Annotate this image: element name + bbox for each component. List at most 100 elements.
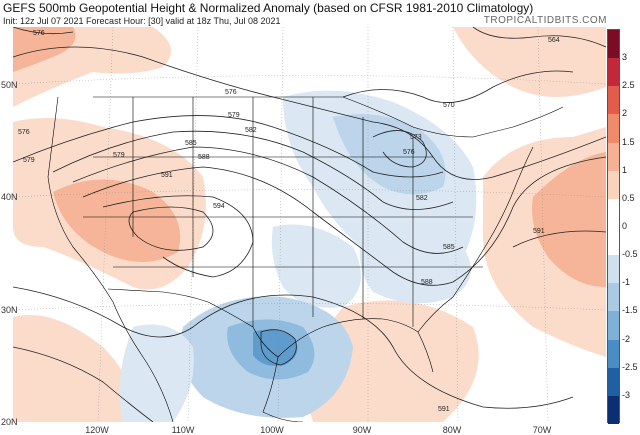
colorbar-tick-label: 1	[622, 164, 628, 175]
contour-label: 585	[443, 244, 455, 251]
anomaly-positive-baja	[13, 315, 130, 422]
contour-gulf-low	[260, 329, 297, 366]
grid-lat-40	[13, 189, 606, 198]
lon-label-110w: 110W	[171, 425, 195, 435]
contour-582	[52, 130, 454, 210]
lon-label-90w: 90W	[352, 425, 372, 435]
colorbar-tick-label: -3	[622, 389, 631, 400]
anomaly-negative-mexico	[119, 324, 194, 422]
contour-576-a	[13, 46, 606, 180]
contour-label-group: 576 576 576 576 579 579 579 582 582 585 …	[18, 30, 560, 413]
contour-label: 564	[548, 37, 560, 44]
contour-label: 594	[213, 203, 225, 210]
brand-watermark: TROPICALTIDBITS.COM	[483, 15, 607, 26]
height-contours	[13, 27, 606, 422]
colorbar-tick-label: -2.5	[622, 361, 638, 372]
colorbar-segment	[608, 283, 619, 312]
colorbar-segment	[608, 142, 619, 172]
map-title: GEFS 500mb Geopotential Height & Normali…	[3, 1, 534, 15]
lon-label-70w: 70W	[532, 425, 552, 435]
contour-588	[82, 156, 606, 286]
colorbar-tick-label: -2	[622, 333, 631, 344]
colorbar-segment	[608, 255, 619, 284]
lat-label-40n: 40N	[1, 192, 18, 202]
boundaries	[47, 96, 564, 422]
contour-label: 570	[443, 102, 455, 109]
grid-lat-30	[13, 303, 606, 311]
lat-label-50n: 50N	[1, 80, 18, 90]
colorbar-tick-label: -0.5	[622, 249, 638, 260]
us-canada-border	[93, 96, 564, 138]
anomaly-negative-gulf-deep	[253, 329, 298, 366]
colorbar-tick-label: 0	[622, 221, 628, 231]
contour-label: 591	[161, 172, 173, 179]
contour-label: 582	[416, 195, 428, 202]
contour-585	[72, 146, 464, 254]
colorbar-tick-label: 0.5	[622, 192, 635, 203]
anomaly-positive-canada	[453, 27, 606, 97]
contour-label: 576	[403, 149, 415, 156]
contour-label: 588	[198, 154, 210, 161]
colorbar-tick-label: -1.5	[622, 305, 638, 316]
anomaly-positive-atlantic-core	[532, 152, 606, 287]
header: GEFS 500mb Geopotential Height & Normali…	[0, 0, 640, 27]
colorbar-segment	[608, 86, 619, 115]
contour-label: 579	[228, 112, 240, 119]
colorbar-segment	[608, 58, 619, 87]
positive-anomaly-fields	[13, 27, 606, 422]
mexico-coast	[262, 356, 304, 422]
colorbar-segment	[608, 114, 619, 144]
contour-label: 591	[533, 228, 545, 235]
contour-label: 579	[113, 152, 125, 159]
contour-564	[472, 27, 606, 48]
gulf-coast	[277, 318, 434, 373]
contour-594	[128, 206, 214, 251]
west-coast	[47, 96, 174, 422]
lon-label-120w: 120W	[85, 425, 109, 435]
map-subtitle: Init: 12z Jul 07 2021 Forecast Hour: [30…	[3, 16, 281, 26]
lat-label-30n: 30N	[1, 305, 18, 315]
anomaly-positive-southeast	[307, 300, 479, 422]
colorbar-segment	[608, 198, 619, 228]
contour-label: 585	[185, 140, 197, 147]
colorbar-tick-label: 1.5	[622, 136, 635, 147]
contour-label: 576	[33, 30, 45, 37]
anomaly-negative-plains	[271, 224, 361, 308]
colorbar-segment	[608, 395, 619, 425]
contour-label: 591	[438, 406, 450, 413]
lat-label-20n: 20N	[1, 417, 18, 427]
contour-label: 576	[18, 129, 30, 136]
anomaly-colorbar	[607, 29, 620, 425]
us-mexico-border	[107, 288, 279, 358]
lon-label-80w: 80W	[442, 425, 462, 435]
colorbar-tick-label: 3	[622, 52, 628, 63]
contour-570	[342, 70, 574, 103]
contour-label: 579	[23, 157, 35, 164]
contour-579	[13, 115, 444, 178]
colorbar-segment	[608, 170, 619, 200]
colorbar-segment	[608, 227, 619, 256]
contour-label: 573	[410, 134, 422, 141]
graticule	[13, 27, 606, 422]
colorbar-segment	[608, 367, 619, 397]
anomaly-map: 576 576 576 576 579 579 579 582 582 585 …	[13, 27, 606, 422]
contour-label: 588	[421, 279, 433, 286]
colorbar-segment	[608, 339, 619, 369]
contour-591	[102, 195, 254, 278]
colorbar-tick-label: -1	[622, 277, 631, 288]
contour-573	[372, 130, 427, 168]
lon-label-100w: 100W	[260, 425, 284, 435]
negative-anomaly-fields	[119, 90, 477, 422]
colorbar-segment	[608, 311, 619, 341]
colorbar-tick-label: 2.5	[622, 80, 635, 91]
contour-label: 576	[225, 89, 237, 96]
contour-576-b	[13, 27, 74, 35]
anomaly-negative-greatlakes-mid	[333, 114, 446, 195]
anomaly-positive-southwest-core	[53, 179, 181, 262]
east-coast	[417, 146, 534, 333]
colorbar-tick-label: 2	[622, 108, 628, 119]
contour-south-2	[13, 346, 154, 422]
colorbar-segment	[608, 30, 619, 59]
contour-591-east	[512, 230, 606, 248]
contour-label: 582	[245, 127, 257, 134]
